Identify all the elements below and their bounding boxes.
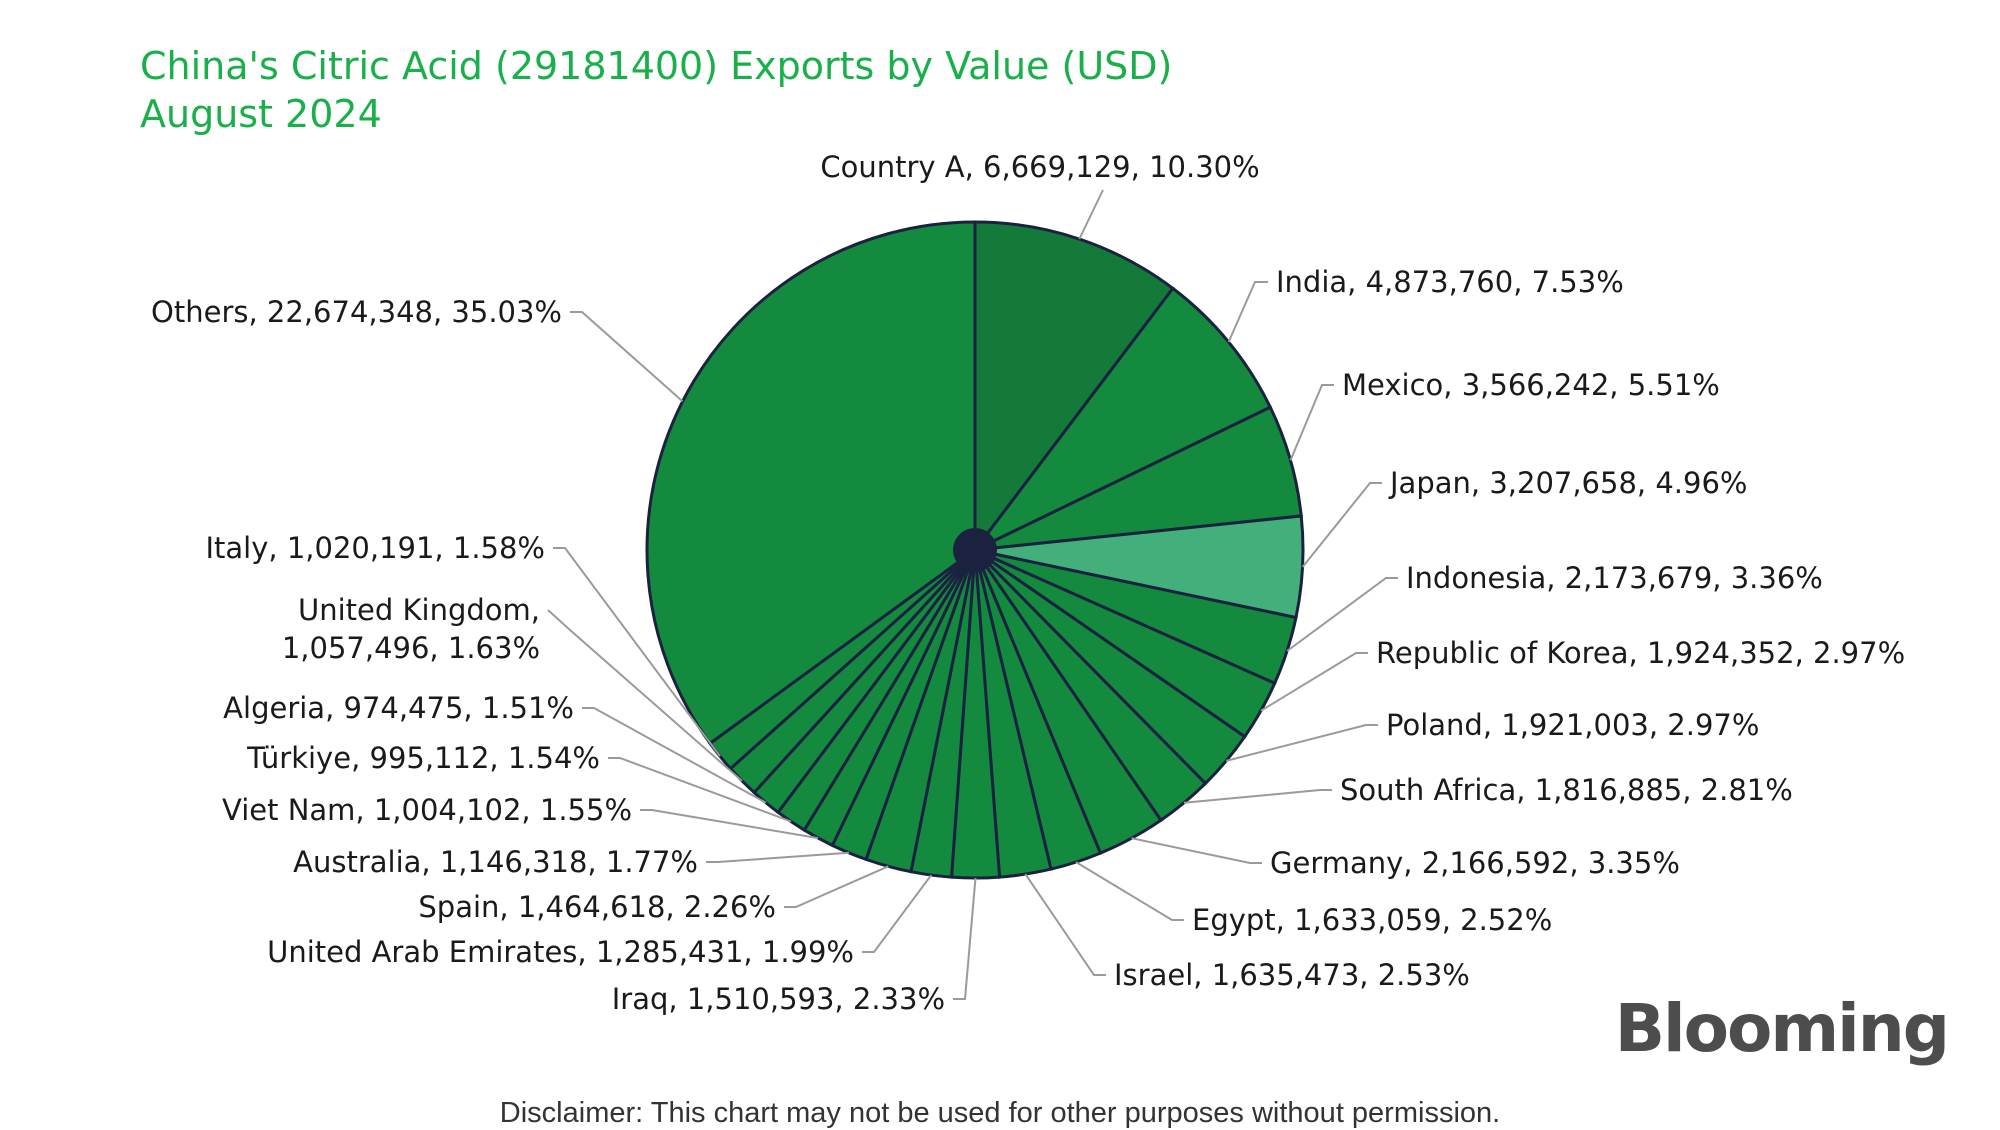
leader-line <box>1075 861 1184 921</box>
data-label: Italy, 1,020,191, 1.58% <box>205 531 545 565</box>
leader-line <box>1183 789 1332 804</box>
data-label: India, 4,873,760, 7.53% <box>1276 265 1624 299</box>
blooming-logo: Blooming <box>1614 990 1950 1067</box>
leader-line <box>1131 837 1262 864</box>
data-label: Japan, 3,207,658, 4.96% <box>1388 466 1747 500</box>
data-label: Others, 22,674,348, 35.03% <box>151 295 562 329</box>
leader-line <box>1227 281 1268 343</box>
data-label: Germany, 2,166,592, 3.35% <box>1270 846 1680 880</box>
leader-line <box>953 877 977 1000</box>
leader-line <box>1024 873 1106 976</box>
data-label: Australia, 1,146,318, 1.77% <box>293 845 698 879</box>
disclaimer-text: Disclaimer: This chart may not be used f… <box>499 1097 1501 1129</box>
chart-title-line-1: China's Citric Acid (29181400) Exports b… <box>140 44 1173 88</box>
data-label: Indonesia, 2,173,679, 3.36% <box>1406 561 1823 595</box>
slice-india <box>973 286 1273 552</box>
leader-line <box>608 757 792 823</box>
data-label: Iraq, 1,510,593, 2.33% <box>612 982 945 1016</box>
leader-line <box>1289 384 1334 461</box>
data-label: Republic of Korea, 1,924,352, 2.97% <box>1376 636 1905 670</box>
chart-title-line-2: August 2024 <box>140 92 382 136</box>
leader-line <box>862 874 933 953</box>
leader-line <box>1225 724 1378 762</box>
leader-line <box>706 851 850 863</box>
data-label: Poland, 1,921,003, 2.97% <box>1386 708 1759 742</box>
data-label: Country A, 6,669,129, 10.30% <box>820 150 1259 184</box>
leader-line <box>1260 652 1368 712</box>
chart-title: China's Citric Acid (29181400) Exports b… <box>140 42 1172 138</box>
leader-line <box>553 547 721 757</box>
leader-line <box>1301 482 1382 568</box>
pie-slices <box>645 220 1305 880</box>
leader-line <box>547 609 743 782</box>
leader-line <box>570 311 684 403</box>
data-label: Mexico, 3,566,242, 5.51% <box>1342 368 1720 402</box>
data-label: Israel, 1,635,473, 2.53% <box>1114 958 1470 992</box>
data-label: Spain, 1,464,618, 2.26% <box>418 890 776 924</box>
slice-country-a <box>973 220 1175 555</box>
leader-line <box>582 707 767 804</box>
data-label: Algeria, 974,475, 1.51% <box>223 691 574 725</box>
data-label: Viet Nam, 1,004,102, 1.55% <box>222 793 632 827</box>
leader-line <box>640 809 819 840</box>
data-label: South Africa, 1,816,885, 2.81% <box>1340 773 1793 807</box>
leader-line <box>1078 189 1104 240</box>
leader-line <box>1286 577 1398 652</box>
leader-lines <box>547 189 1398 1000</box>
data-label: Türkiye, 995,112, 1.54% <box>246 741 600 775</box>
leader-line <box>784 865 889 908</box>
data-label: Egypt, 1,633,059, 2.52% <box>1192 903 1552 937</box>
pie-center-hub <box>953 528 997 572</box>
data-label: United Kingdom, 1,057,496, 1.63% <box>282 593 540 665</box>
data-label: United Arab Emirates, 1,285,431, 1.99% <box>267 935 854 969</box>
slice-labels: Country A, 6,669,129, 10.30% India, 4,873… <box>151 150 1905 1016</box>
